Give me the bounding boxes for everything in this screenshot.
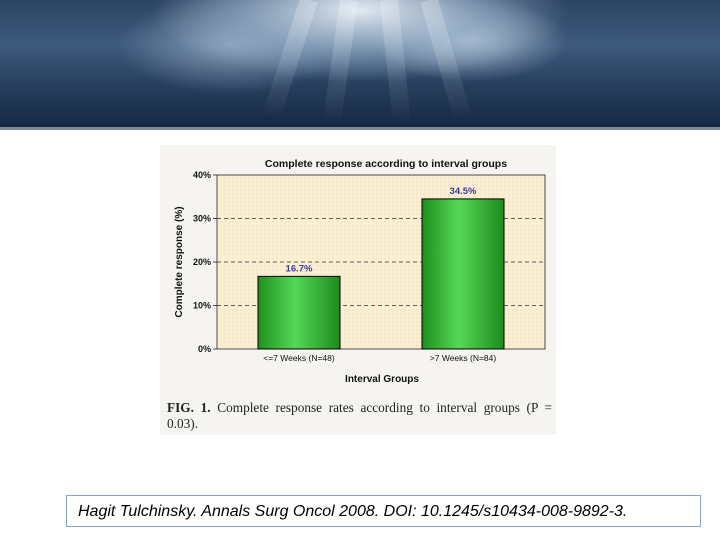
y-tick-label: 10% — [193, 301, 211, 311]
figure-caption-text: Complete response rates according to int… — [167, 400, 553, 431]
figure-panel: Complete response according to interval … — [160, 145, 556, 435]
bar — [421, 198, 505, 350]
figure-caption: FIG. 1. Complete response rates accordin… — [167, 400, 552, 432]
x-axis-label: Interval Groups — [345, 374, 419, 385]
x-tick-label: <=7 Weeks (N=48) — [263, 353, 335, 363]
x-tick-label: >7 Weeks (N=84) — [430, 353, 497, 363]
y-tick-label: 20% — [193, 257, 211, 267]
data-label: 34.5% — [450, 186, 477, 197]
y-tick-label: 30% — [193, 214, 211, 224]
bar — [257, 275, 341, 350]
citation-text: Hagit Tulchinsky. Annals Surg Oncol 2008… — [78, 503, 628, 520]
chart-title: Complete response according to interval … — [265, 158, 507, 170]
citation-box: Hagit Tulchinsky. Annals Surg Oncol 2008… — [66, 495, 701, 527]
header-banner-image — [0, 0, 720, 130]
bar-chart: Complete response according to interval … — [174, 158, 546, 385]
y-tick-label: 0% — [198, 344, 211, 354]
y-axis-label: Complete response (%) — [174, 206, 185, 317]
y-tick-label: 40% — [193, 170, 211, 180]
figure-caption-label: FIG. 1. — [167, 400, 211, 415]
data-label: 16.7% — [286, 263, 313, 274]
